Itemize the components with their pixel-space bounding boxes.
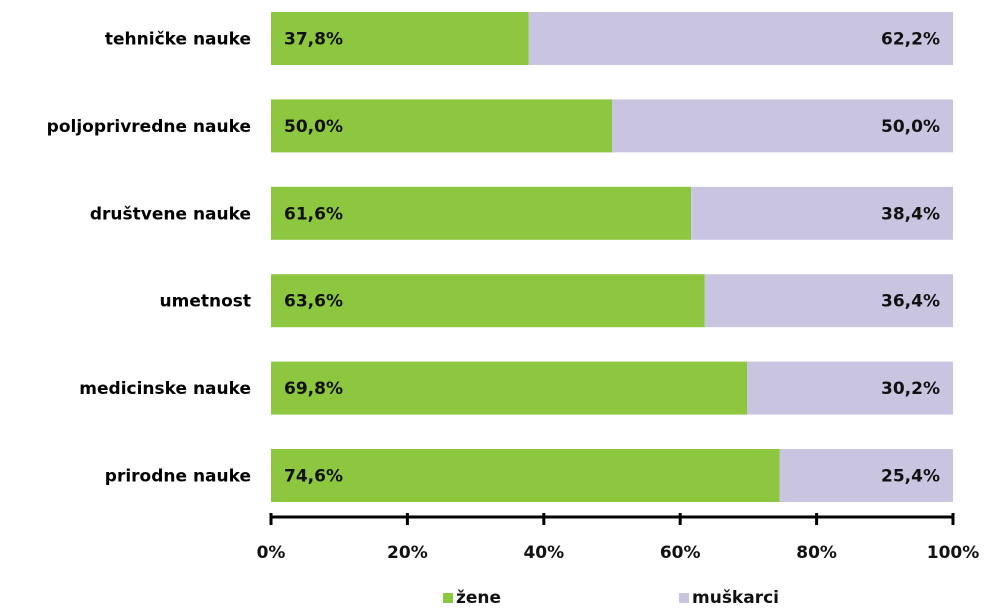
bar-muskarci-row-3 bbox=[691, 186, 953, 240]
category-label-row-6: prirodne nauke bbox=[105, 467, 251, 487]
bar-zene-row-3 bbox=[271, 186, 692, 240]
data-label-muskarci-row-2: 50,0% bbox=[881, 117, 940, 137]
data-label-zene-row-3: 61,6% bbox=[284, 204, 343, 224]
bar-zene-row-2 bbox=[271, 99, 612, 153]
legend-swatch bbox=[679, 593, 689, 603]
bar-zene-row-1 bbox=[271, 12, 529, 65]
x-tick-label: 60% bbox=[660, 543, 701, 563]
data-label-zene-row-1: 37,8% bbox=[284, 30, 343, 50]
bar-muskarci-row-1 bbox=[528, 12, 953, 65]
category-label-row-2: poljoprivredne nauke bbox=[47, 117, 251, 137]
category-label-row-3: društvene nauke bbox=[90, 204, 251, 224]
legend-item-muskarci: muškarci bbox=[679, 588, 779, 608]
x-axis: 0% 20% 40% 60% 80% 100% bbox=[257, 513, 980, 563]
bar-zene-row-6 bbox=[271, 449, 780, 502]
category-label-row-4: umetnost bbox=[160, 292, 252, 312]
data-label-muskarci-row-3: 38,4% bbox=[881, 204, 940, 224]
bar-muskarci-row-2 bbox=[612, 99, 953, 153]
x-tick-label: 100% bbox=[927, 543, 980, 563]
data-label-muskarci-row-5: 30,2% bbox=[881, 379, 940, 399]
x-tick-label: 40% bbox=[523, 543, 564, 563]
legend: žene muškarci bbox=[443, 588, 779, 608]
x-tick-label: 20% bbox=[387, 543, 428, 563]
category-label-row-1: tehničke nauke bbox=[105, 30, 251, 50]
category-label-row-5: medicinske nauke bbox=[79, 379, 251, 399]
bars-layer: tehničke nauke 37,8% 62,2% poljoprivredne n… bbox=[47, 12, 953, 502]
data-label-muskarci-row-4: 36,4% bbox=[881, 292, 940, 312]
legend-swatch bbox=[443, 593, 453, 603]
bar-zene-row-4 bbox=[271, 274, 705, 328]
legend-label: muškarci bbox=[692, 588, 779, 607]
legend-label: žene bbox=[456, 588, 501, 607]
legend-item-zene: žene bbox=[443, 588, 501, 608]
data-label-zene-row-5: 69,8% bbox=[284, 379, 343, 399]
x-tick-label: 80% bbox=[796, 543, 837, 563]
bar-muskarci-row-4 bbox=[704, 274, 953, 328]
data-label-zene-row-4: 63,6% bbox=[284, 292, 343, 312]
data-label-muskarci-row-1: 62,2% bbox=[881, 30, 940, 50]
data-label-muskarci-row-6: 25,4% bbox=[881, 467, 940, 487]
bar-muskarci-row-5 bbox=[747, 361, 953, 415]
x-tick-label: 0% bbox=[257, 543, 286, 563]
data-label-zene-row-6: 74,6% bbox=[284, 467, 343, 487]
data-label-zene-row-2: 50,0% bbox=[284, 117, 343, 137]
bar-muskarci-row-6 bbox=[779, 449, 953, 502]
bar-zene-row-5 bbox=[271, 361, 748, 415]
